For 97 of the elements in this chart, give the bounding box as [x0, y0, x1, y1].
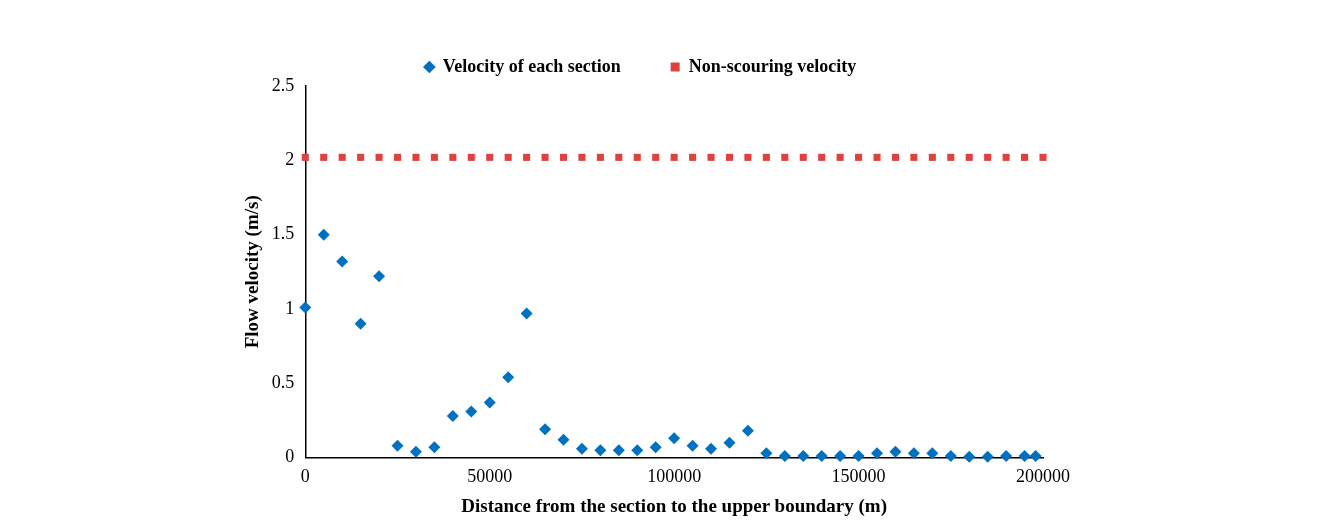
- y-tick-label: 2: [285, 149, 295, 170]
- point: [705, 442, 718, 455]
- point: [631, 444, 644, 457]
- point: [467, 153, 475, 161]
- point: [741, 424, 754, 437]
- point: [409, 445, 422, 458]
- point: [834, 450, 847, 463]
- point: [633, 153, 641, 161]
- point: [689, 153, 697, 161]
- point: [871, 447, 884, 460]
- y-axis-title: Flow velocity (m/s): [241, 195, 264, 349]
- point: [557, 433, 570, 446]
- point: [744, 153, 752, 161]
- point: [523, 153, 531, 161]
- point: [336, 255, 349, 268]
- point: [465, 405, 478, 418]
- x-tick-label: 50000: [467, 466, 513, 487]
- point: [299, 301, 312, 314]
- x-axis-title: Distance from the section to the upper boundary (m): [461, 494, 888, 517]
- point: [686, 439, 699, 452]
- point: [855, 153, 863, 161]
- point: [391, 439, 404, 452]
- point: [520, 307, 533, 320]
- point: [652, 153, 660, 161]
- point: [910, 153, 918, 161]
- point: [320, 153, 328, 161]
- point: [502, 371, 515, 384]
- point: [963, 450, 976, 463]
- y-tick-label: 1: [285, 297, 295, 318]
- point: [301, 153, 309, 161]
- point: [1000, 450, 1013, 463]
- x-tick-label: 200000: [1016, 466, 1070, 487]
- point: [891, 153, 899, 161]
- point: [373, 270, 386, 283]
- point: [815, 450, 828, 463]
- point: [797, 450, 810, 463]
- point: [1039, 153, 1047, 161]
- point: [947, 153, 955, 161]
- point: [818, 153, 826, 161]
- point: [504, 153, 512, 161]
- point: [575, 442, 588, 455]
- point: [483, 396, 496, 409]
- point: [649, 441, 662, 454]
- point: [486, 153, 494, 161]
- point: [1029, 450, 1042, 463]
- point: [446, 409, 459, 422]
- point: [981, 450, 994, 463]
- point: [1002, 153, 1010, 161]
- x-tick-label: 100000: [647, 466, 702, 487]
- point: [428, 441, 441, 454]
- point: [836, 153, 844, 161]
- point: [594, 444, 607, 457]
- point: [760, 447, 773, 460]
- point: [612, 444, 625, 457]
- point: [725, 153, 734, 161]
- y-tick-label: 2.5: [271, 74, 295, 95]
- x-tick-label: 150000: [831, 466, 886, 487]
- point: [928, 153, 936, 161]
- point: [723, 436, 736, 449]
- point: [670, 153, 678, 161]
- point: [317, 228, 330, 241]
- point: [1021, 153, 1029, 161]
- point: [615, 153, 623, 161]
- point: [559, 153, 568, 161]
- point: [449, 153, 457, 161]
- point: [578, 153, 586, 161]
- y-tick-label: 0: [285, 446, 295, 467]
- legend-label: Velocity of each section: [442, 55, 621, 76]
- y-tick-label: 0.5: [271, 372, 295, 393]
- point: [393, 153, 402, 161]
- point: [596, 153, 604, 161]
- point: [944, 450, 957, 463]
- point: [354, 317, 367, 330]
- legend-label: Non-scouring velocity: [688, 55, 857, 76]
- point: [1018, 450, 1031, 463]
- point: [338, 153, 346, 161]
- point: [430, 153, 438, 161]
- point: [539, 423, 552, 436]
- point: [762, 153, 770, 161]
- point: [375, 153, 383, 161]
- point: [889, 445, 902, 458]
- point: [357, 153, 365, 161]
- y-tick-label: 1.5: [271, 223, 295, 244]
- point: [541, 153, 549, 161]
- point: [781, 153, 789, 161]
- point: [852, 450, 865, 463]
- point: [984, 153, 992, 161]
- point: [799, 153, 807, 161]
- point: [926, 447, 939, 460]
- point: [412, 153, 420, 161]
- point: [873, 153, 881, 161]
- x-tick-label: 0: [300, 466, 310, 487]
- point: [907, 447, 920, 460]
- point: [707, 153, 715, 161]
- point: [668, 432, 681, 445]
- point: [778, 450, 791, 463]
- point: [965, 153, 973, 161]
